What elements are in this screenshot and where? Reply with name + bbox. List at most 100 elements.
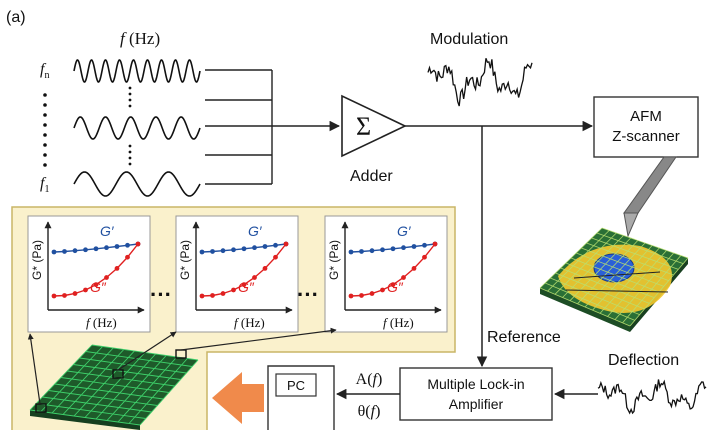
phase-label: θ(f) bbox=[358, 403, 381, 420]
pc-to-panel-arrow bbox=[212, 372, 264, 424]
gstar-plot-1: G* (Pa) f (Hz) G′ G″ bbox=[27, 215, 151, 333]
x-axis-label: f (Hz) bbox=[234, 315, 265, 330]
g-double-prime-label: G″ bbox=[387, 279, 404, 295]
g-double-prime-point bbox=[220, 291, 226, 296]
g-double-prime-point bbox=[135, 241, 141, 247]
g-double-prime-point bbox=[390, 282, 396, 288]
g-prime-point bbox=[231, 247, 236, 253]
sine-wave-middle bbox=[73, 116, 201, 140]
g-double-prime-point bbox=[62, 293, 67, 298]
g-prime-point bbox=[114, 244, 120, 249]
gstar-plot-3: G* (Pa) f (Hz) G′ G″ bbox=[324, 215, 448, 333]
g-prime-point bbox=[210, 249, 215, 254]
g-prime-point bbox=[220, 248, 226, 254]
lockin-amplifier-box bbox=[399, 367, 553, 421]
g-prime-point bbox=[380, 247, 385, 253]
g-double-prime-point bbox=[51, 293, 57, 299]
g-double-prime-point bbox=[199, 293, 205, 299]
sine-wave-fn bbox=[73, 59, 201, 83]
g-prime-point bbox=[199, 249, 205, 255]
adder-label: Adder bbox=[350, 168, 393, 185]
g-prime-point bbox=[348, 249, 354, 255]
g-prime-point bbox=[359, 249, 364, 254]
afm-z-scanner-box bbox=[593, 96, 699, 158]
g-prime-point bbox=[262, 244, 268, 249]
z-scanner-label: Z-scanner bbox=[612, 128, 680, 145]
g-prime-point bbox=[83, 247, 88, 253]
f1-label: f1 bbox=[40, 175, 49, 195]
g-prime-point bbox=[273, 242, 278, 248]
pc-label: PC bbox=[287, 378, 305, 393]
point-to-plot-1-arrow bbox=[27, 333, 41, 405]
point-to-plot-3-arrow bbox=[180, 327, 337, 351]
y-axis-label: G* (Pa) bbox=[30, 240, 44, 280]
g-prime-point bbox=[125, 242, 130, 248]
g-double-prime-label: G″ bbox=[238, 279, 255, 295]
g-double-prime-point bbox=[359, 293, 364, 298]
y-axis-label: G* (Pa) bbox=[178, 240, 192, 280]
plots-ellipsis-1: ··· bbox=[150, 282, 172, 307]
deflection-signal bbox=[597, 379, 707, 415]
modulation-label: Modulation bbox=[430, 31, 508, 48]
fn-label: fn bbox=[40, 61, 49, 81]
afm-label: AFM bbox=[630, 108, 662, 125]
g-prime-label: G′ bbox=[397, 223, 412, 239]
reference-label: Reference bbox=[487, 329, 561, 346]
lockin-label-line1: Multiple Lock-in bbox=[427, 376, 524, 392]
g-double-prime-point bbox=[422, 254, 427, 260]
deflection-label: Deflection bbox=[608, 352, 679, 369]
g-prime-point bbox=[104, 245, 109, 251]
g-prime-point bbox=[401, 245, 406, 251]
x-axis-label: f (Hz) bbox=[383, 315, 414, 330]
gstar-plot-2: G* (Pa) f (Hz) G′ G″ bbox=[175, 215, 299, 333]
afm-probe bbox=[623, 156, 677, 214]
g-double-prime-point bbox=[283, 241, 289, 247]
point-to-plot-2-arrow bbox=[117, 331, 177, 371]
g-prime-point bbox=[422, 242, 427, 248]
g-double-prime-point bbox=[231, 287, 236, 293]
g-double-prime-point bbox=[83, 287, 88, 293]
g-double-prime-point bbox=[262, 265, 268, 271]
frequency-ellipsis bbox=[43, 93, 47, 167]
y-axis-label: G* (Pa) bbox=[327, 240, 341, 280]
adder-triangle bbox=[341, 94, 407, 158]
g-double-prime-point bbox=[252, 275, 257, 280]
g-prime-point bbox=[93, 246, 99, 252]
pc-label-box bbox=[275, 373, 317, 397]
g-double-prime-label: G″ bbox=[90, 279, 107, 295]
g-double-prime-point bbox=[369, 291, 375, 296]
amplitude-label: A(f) bbox=[356, 371, 383, 388]
g-double-prime-point bbox=[241, 282, 247, 288]
g-prime-label: G′ bbox=[100, 223, 115, 239]
g-double-prime-point bbox=[125, 254, 130, 260]
g-prime-label: G′ bbox=[248, 223, 263, 239]
g-prime-point bbox=[369, 248, 375, 254]
dotted-marker-2 bbox=[128, 144, 132, 166]
g-prime-point bbox=[51, 249, 57, 255]
g-double-prime-point bbox=[401, 275, 406, 280]
g-double-prime-point bbox=[210, 293, 215, 298]
g-prime-point bbox=[390, 246, 396, 252]
g-double-prime-point bbox=[411, 265, 417, 271]
g-prime-point bbox=[72, 248, 78, 254]
g-double-prime-point bbox=[348, 293, 354, 299]
g-double-prime-point bbox=[273, 254, 278, 260]
g-double-prime-point bbox=[104, 275, 109, 280]
signal-bracket bbox=[205, 69, 273, 185]
sample-surface bbox=[539, 227, 689, 332]
g-prime-point bbox=[252, 245, 257, 251]
plots-ellipsis-2: ··· bbox=[297, 282, 319, 307]
g-prime-point bbox=[411, 244, 417, 249]
lockin-label-line2: Amplifier bbox=[449, 396, 504, 412]
g-double-prime-point bbox=[380, 287, 385, 293]
afm-tip bbox=[623, 212, 639, 238]
sine-wave-f1 bbox=[73, 171, 201, 197]
g-double-prime-point bbox=[432, 241, 438, 247]
g-double-prime-point bbox=[93, 282, 99, 288]
g-prime-point bbox=[62, 249, 67, 254]
g-double-prime-point bbox=[114, 265, 120, 271]
dotted-marker-1 bbox=[128, 86, 132, 108]
g-prime-point bbox=[241, 246, 247, 252]
g-double-prime-point bbox=[72, 291, 78, 296]
